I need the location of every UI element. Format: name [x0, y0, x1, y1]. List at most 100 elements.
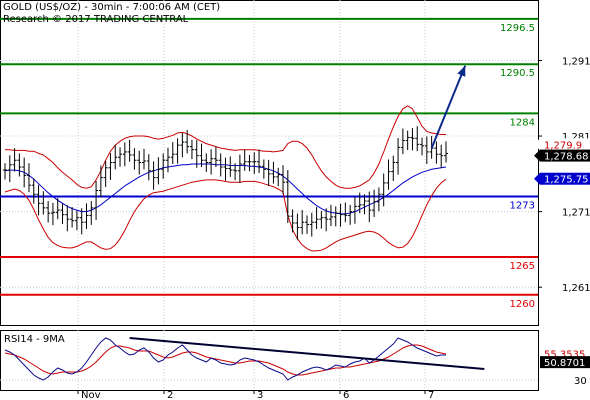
price-bar [98, 165, 103, 198]
price-bar [146, 154, 151, 181]
price-bar [223, 157, 228, 181]
price-bar [386, 159, 391, 190]
price-bar [309, 212, 314, 237]
price-bar [185, 130, 190, 154]
x-tick-label: 2 [167, 390, 173, 400]
price-bar [3, 163, 7, 180]
x-tick-label: 7 [428, 390, 434, 400]
price-bar [228, 156, 233, 177]
price-bar [415, 126, 420, 152]
level-label: 1265 [510, 261, 535, 272]
price-bar [281, 165, 286, 195]
price-bar [46, 201, 51, 223]
price-bar [213, 146, 218, 168]
price-bar [118, 147, 123, 167]
price-bar [319, 210, 324, 229]
level-label: 1260 [510, 299, 535, 310]
rsi-pane [0, 330, 539, 391]
price-bar [79, 208, 84, 235]
price-bar [204, 153, 209, 172]
copyright-text: Research © 2017 TRADING CENTRAL [3, 14, 189, 25]
price-bar [285, 170, 290, 223]
price-bar [338, 203, 343, 227]
price-bar [343, 202, 348, 223]
rsi-line [4, 337, 446, 381]
price-bar [376, 187, 381, 212]
price-tick-label: 1,281 [562, 132, 590, 143]
price-bar [348, 204, 353, 225]
price-bar [122, 142, 127, 167]
price-bar [26, 163, 31, 192]
header-separator: - [84, 2, 91, 13]
rsi-value-tag [540, 356, 590, 369]
price-bar [7, 155, 12, 183]
x-tick-label: 6 [343, 390, 349, 400]
price-bar [36, 184, 41, 216]
price-bar [396, 137, 401, 175]
price-tick-label: 1,271 [562, 208, 590, 219]
level-label: 1290.5 [500, 68, 535, 79]
price-bar [50, 202, 55, 226]
price-bar [60, 203, 65, 225]
price-bar [108, 153, 113, 180]
price-bar [41, 191, 46, 215]
arrow-head-icon [457, 65, 466, 77]
price-bar [434, 141, 439, 164]
price-bar [271, 161, 276, 184]
price-bar [22, 157, 27, 188]
price-bar [31, 178, 36, 204]
forecast-arrow [430, 65, 467, 149]
price-bar [156, 157, 161, 185]
price-tag-label: 1,275.75 [544, 175, 589, 186]
header-separator: - [125, 2, 133, 13]
price-bar [170, 142, 175, 165]
price-bar [165, 147, 170, 173]
timeframe: 30min [90, 2, 123, 13]
price-bar [175, 138, 180, 164]
price-bar [113, 145, 118, 170]
price-bar [300, 210, 305, 235]
price-bar [400, 128, 405, 155]
price-bar [424, 136, 429, 165]
rsi-value-label: 50.8701 [544, 358, 585, 369]
price-bar [94, 181, 99, 220]
price-bar [199, 143, 204, 168]
price-tag-label: 1,278.68 [544, 152, 589, 163]
price-bar [276, 167, 281, 187]
price-bar [237, 154, 242, 183]
price-tag-pointer [534, 149, 540, 162]
price-bar [209, 149, 214, 175]
price-bar [290, 209, 295, 233]
price-bar [314, 207, 319, 230]
price-pane [0, 0, 539, 326]
rsi-value-label: 55.3535 [544, 350, 585, 361]
rsi-title: RSI14 - 9MA [4, 334, 65, 345]
x-tick-label: Nov [81, 390, 101, 400]
bollinger-lower-line [4, 178, 447, 252]
price-tag-moving_average [540, 172, 590, 185]
chart-header: GOLD (US$/OZ) - 30min - 7:00:06 AM (CET) [3, 2, 220, 14]
price-bar [391, 155, 396, 182]
price-bar [420, 137, 425, 156]
price-bar [84, 203, 89, 230]
price-bar [189, 139, 194, 160]
price-tag-bollinger [540, 138, 590, 151]
price-tick-label: 1,291 [562, 56, 590, 67]
x-tick-label: 3 [257, 390, 263, 400]
price-tag-label: 1,279.9 [544, 140, 582, 151]
price-tag-last [540, 149, 590, 162]
rsi-tick-label: 30 [574, 376, 587, 387]
price-bar [372, 189, 377, 217]
price-bar [261, 159, 266, 179]
level-label: 1296.5 [500, 23, 535, 34]
price-bar [324, 208, 329, 232]
price-bar [70, 207, 75, 228]
rsi-signal-line [4, 344, 447, 376]
price-bar [381, 173, 386, 207]
price-bar [328, 204, 333, 226]
price-bar [89, 201, 94, 225]
price-bar [247, 154, 252, 172]
price-bar [439, 144, 444, 168]
price-bar [103, 160, 108, 188]
